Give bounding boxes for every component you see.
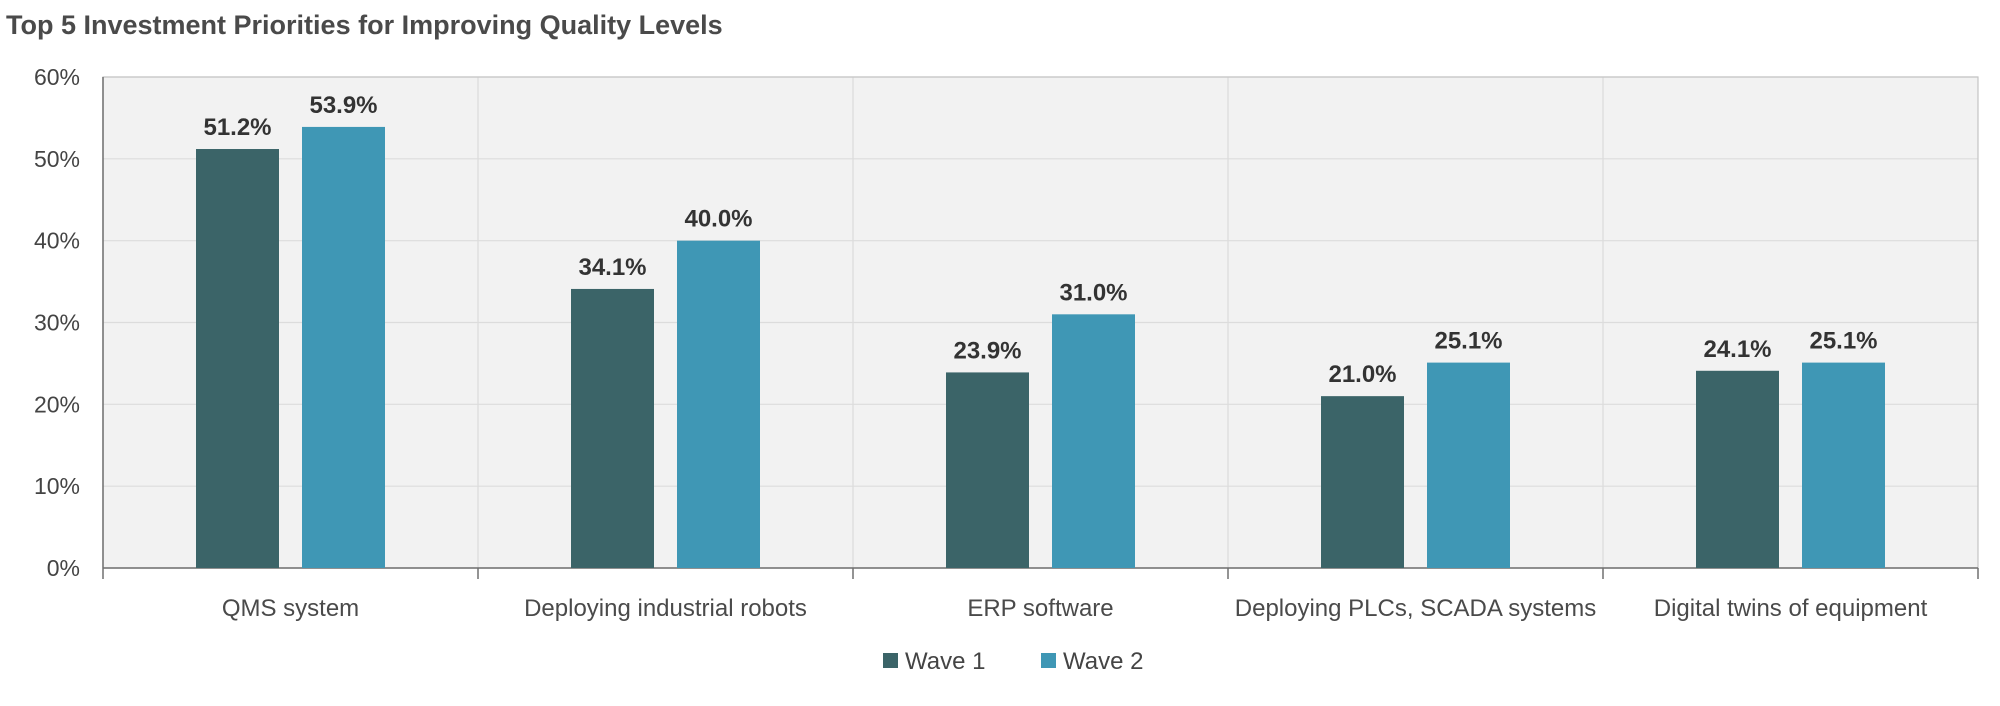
data-label: 24.1% <box>1703 336 1771 363</box>
bar-2 <box>677 240 760 568</box>
data-label: 53.9% <box>309 92 377 119</box>
category-label: Deploying PLCs, SCADA systems <box>1235 595 1596 622</box>
data-label: 25.1% <box>1809 328 1877 355</box>
bar-2 <box>1427 362 1510 568</box>
bar-1 <box>196 149 279 568</box>
bar-2 <box>302 126 385 568</box>
category-label: ERP software <box>967 595 1113 622</box>
data-label: 51.2% <box>203 114 271 141</box>
legend-swatch <box>1041 653 1056 668</box>
y-tick-label: 40% <box>34 228 80 254</box>
bar-1 <box>571 288 654 568</box>
category-label: QMS system <box>222 595 359 622</box>
y-tick-label: 10% <box>34 473 80 499</box>
data-label: 31.0% <box>1059 279 1127 306</box>
bar-1 <box>1321 396 1404 568</box>
data-label: 34.1% <box>578 254 646 281</box>
bar-2 <box>1802 362 1885 568</box>
y-tick-label: 0% <box>47 555 80 581</box>
data-label: 25.1% <box>1434 328 1502 355</box>
category-label: Deploying industrial robots <box>524 595 807 622</box>
bar-2 <box>1052 314 1135 568</box>
bar-1 <box>1696 370 1779 568</box>
bar-1 <box>946 372 1029 568</box>
y-tick-label: 30% <box>34 310 80 336</box>
legend-label: Wave 1 <box>905 648 985 675</box>
data-label: 23.9% <box>953 337 1021 364</box>
y-tick-label: 20% <box>34 391 80 417</box>
data-label: 40.0% <box>684 206 752 233</box>
y-tick-label: 50% <box>34 146 80 172</box>
chart-title: Top 5 Investment Priorities for Improvin… <box>6 10 723 40</box>
legend-swatch <box>883 653 898 668</box>
data-label: 21.0% <box>1328 361 1396 388</box>
y-tick-label: 60% <box>34 64 80 90</box>
category-label: Digital twins of equipment <box>1654 595 1928 622</box>
legend-label: Wave 2 <box>1063 648 1143 675</box>
